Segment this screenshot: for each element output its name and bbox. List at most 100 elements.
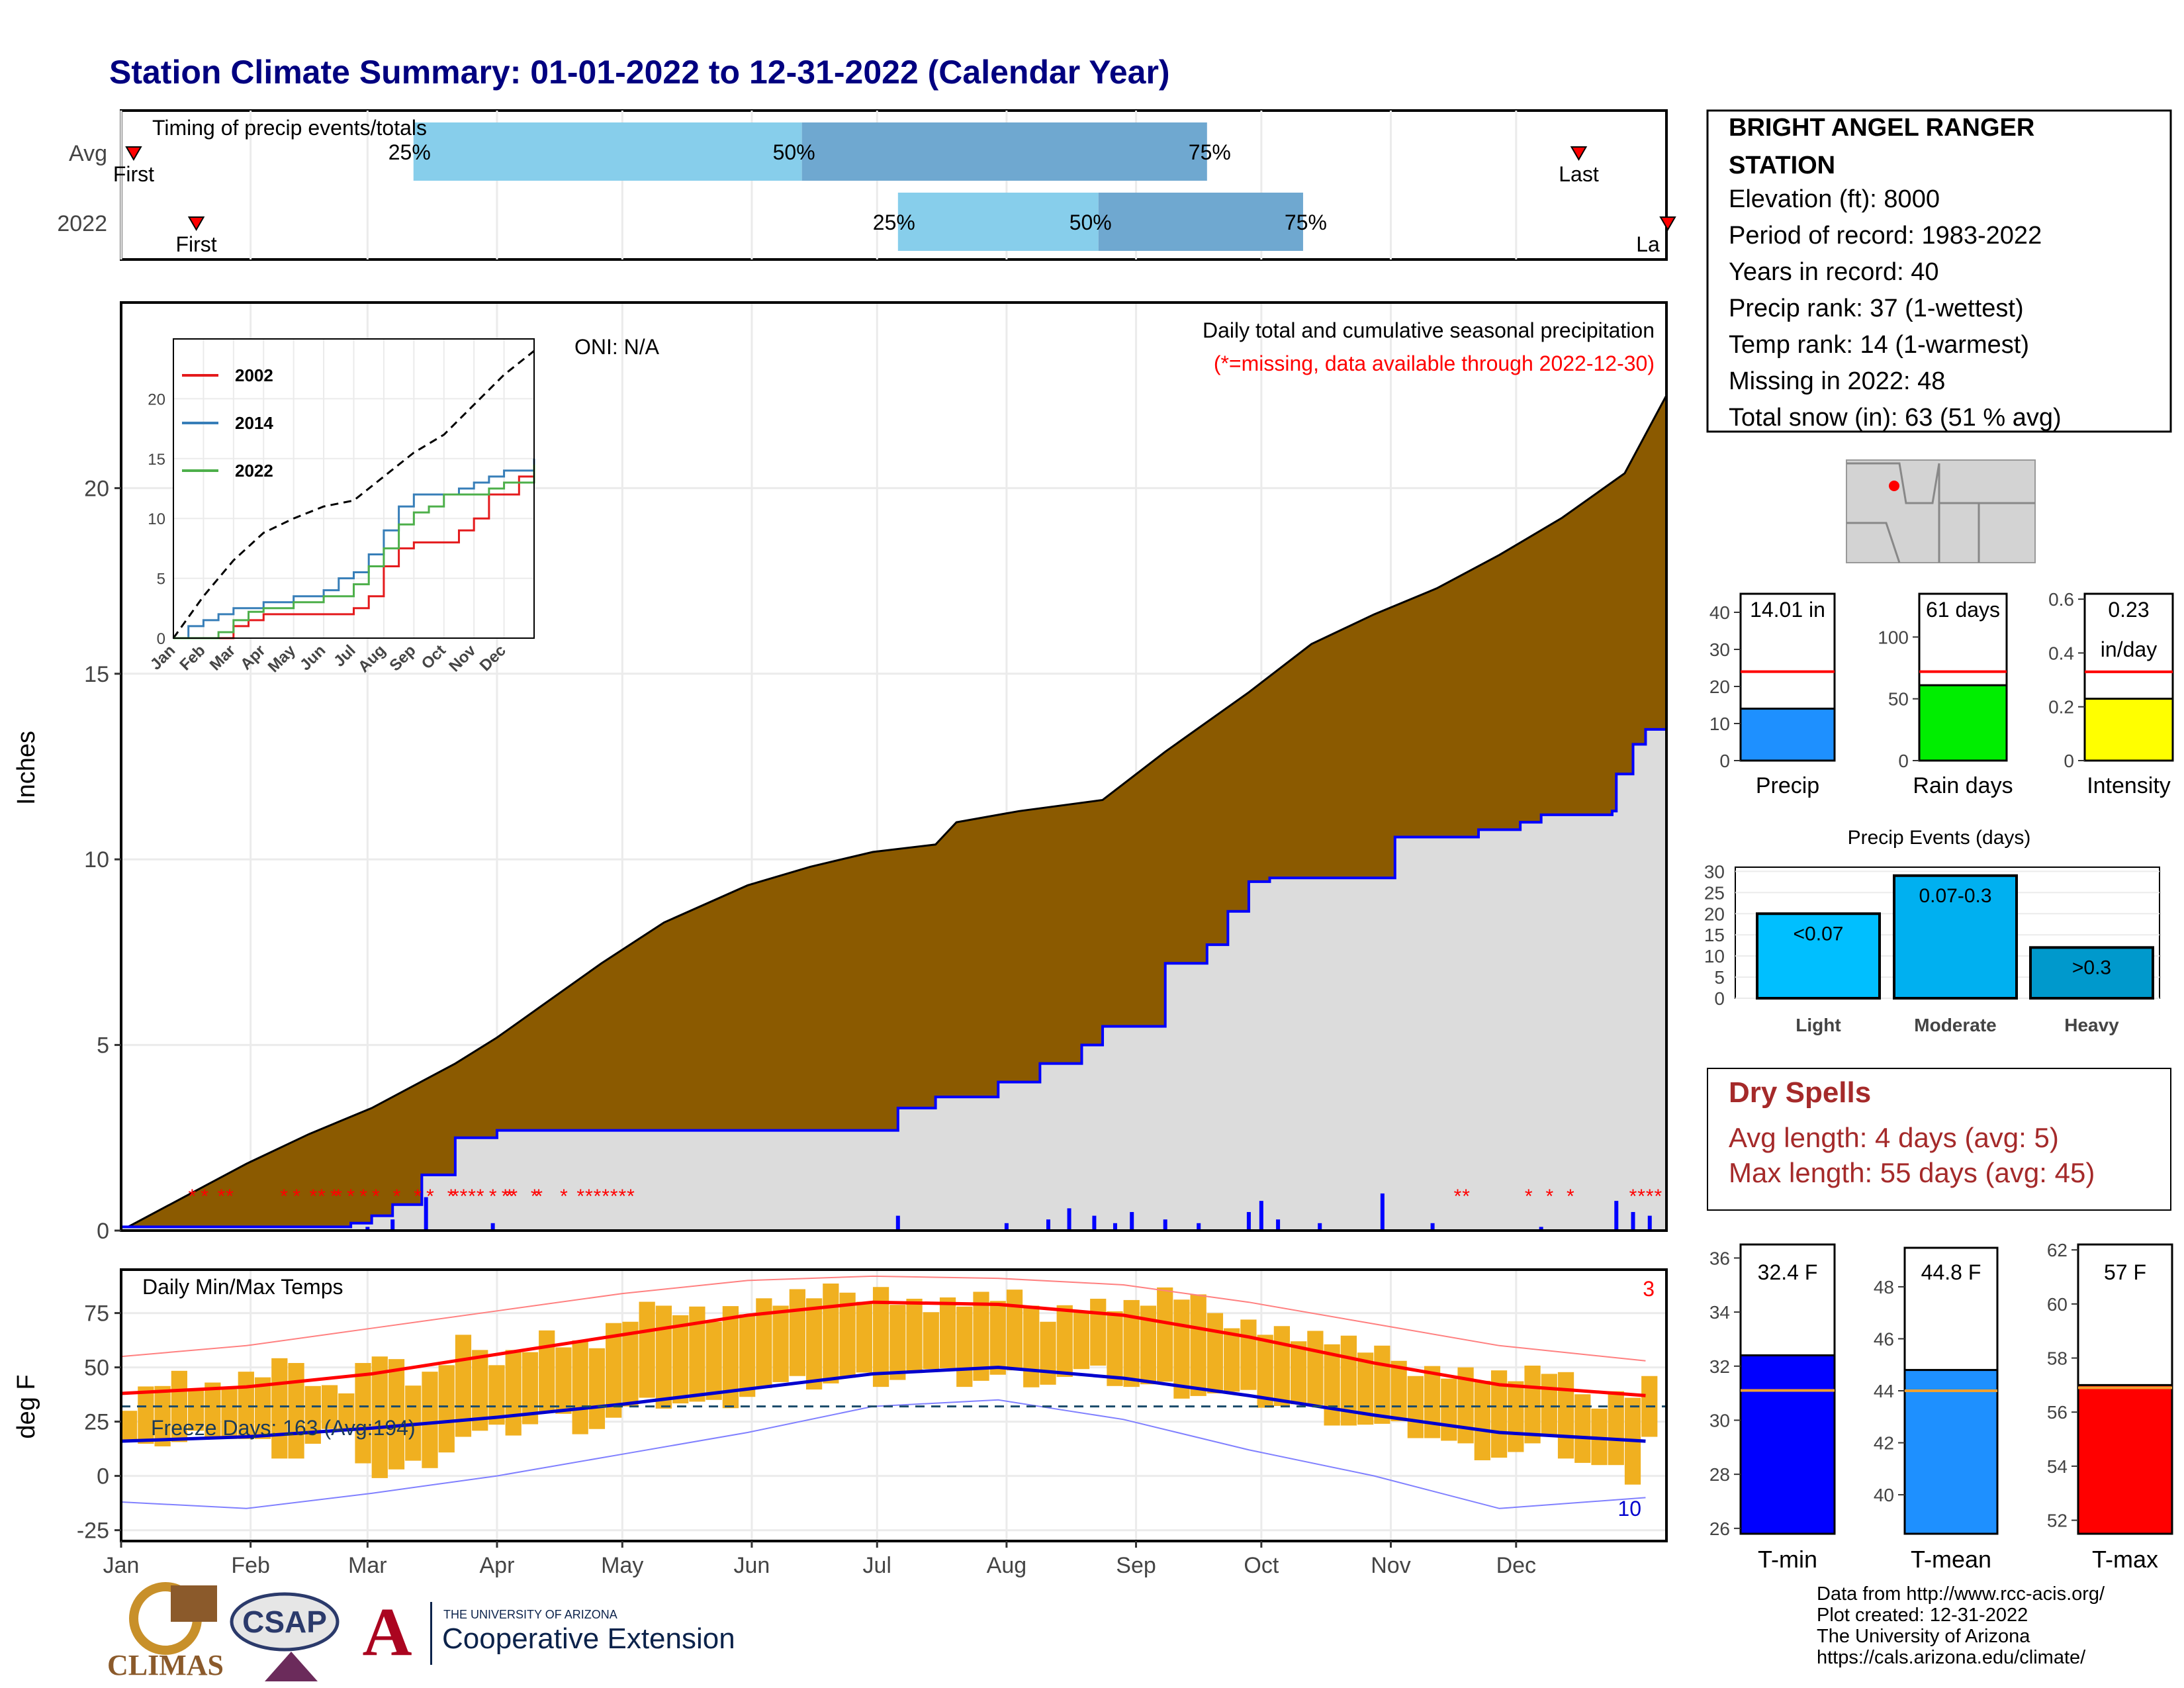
temp-summary-tick-label: 52 <box>2047 1511 2068 1531</box>
daily-temp-range-bar <box>1224 1328 1240 1392</box>
inset-average-line <box>172 350 535 639</box>
station-name-line2: STATION <box>1729 152 1835 179</box>
mini-bar-tick-label: 50 <box>1888 689 1909 710</box>
daily-temp-range-bar <box>1090 1298 1107 1366</box>
daily-temp-range-bar <box>606 1323 622 1418</box>
climas-text: CLIMAS <box>107 1649 224 1681</box>
daily-precip-bar <box>365 1227 370 1231</box>
mini-bar-tick-label: 30 <box>1709 639 1730 660</box>
daily-temp-range-bar <box>205 1382 221 1439</box>
month-label: Aug <box>987 1553 1027 1578</box>
events-bar-moderate <box>1893 874 2018 1000</box>
month-label: Jan <box>103 1553 140 1578</box>
missing-day-marker: * <box>1545 1186 1553 1207</box>
precip-subtitle: Daily total and cumulative seasonal prec… <box>1203 318 1655 342</box>
mini-bar-tick-label: 40 <box>1709 602 1730 623</box>
figure-title: Station Climate Summary: 01-01-2022 to 1… <box>109 54 1170 91</box>
events-tick-label: 30 <box>1704 861 1725 882</box>
credit-line: https://cals.arizona.edu/climate/ <box>1817 1647 2086 1668</box>
daily-precip-bar <box>490 1223 495 1231</box>
daily-temp-range-bar <box>672 1315 689 1404</box>
temp-summary-value <box>1739 1354 1836 1535</box>
missing-day-marker: * <box>347 1186 355 1207</box>
record-low-count: 10 <box>1617 1497 1641 1521</box>
daily-precip-bar <box>1539 1227 1543 1231</box>
missing-day-marker: * <box>460 1186 468 1207</box>
daily-temp-range-bar <box>1157 1287 1173 1382</box>
timing-label: Timing of precip events/totals <box>152 116 427 140</box>
daily-temp-range-bar <box>505 1350 522 1436</box>
missing-day-marker: * <box>602 1186 610 1207</box>
daily-temp-range-bar <box>1006 1289 1023 1371</box>
missing-day-marker: * <box>1637 1186 1645 1207</box>
timing-p25-label: 25% <box>388 140 431 164</box>
daily-temp-range-bar <box>956 1306 973 1387</box>
daily-temp-range-bar <box>856 1301 872 1373</box>
events-bar-label: >0.3 <box>2072 957 2111 978</box>
credits: Data from http://www.rcc-acis.org/Plot c… <box>1817 1583 2105 1668</box>
temp-summary-tick-label: 28 <box>1709 1464 1730 1485</box>
precip-frame <box>120 301 1668 1232</box>
missing-day-marker: * <box>359 1186 367 1207</box>
daily-temp-range-bar <box>789 1289 805 1376</box>
daily-temp-range-bar <box>138 1386 154 1444</box>
daily-precip-bar <box>1259 1201 1263 1231</box>
daily-precip-bar <box>1092 1215 1097 1231</box>
temp-summary-tick-label: 56 <box>2047 1402 2068 1423</box>
mini-bar-label: Rain days <box>1913 773 2013 798</box>
timing-bar-25-50 <box>413 122 802 181</box>
missing-day-marker: * <box>218 1186 226 1207</box>
events-category-label: Moderate <box>1914 1015 1996 1035</box>
ua-a-mark: A <box>362 1594 412 1670</box>
timing-panel: 25% 50% 75% First Last 25% 50% 75% First La Timin… <box>57 109 1676 261</box>
daily-temp-range-bar <box>973 1291 989 1381</box>
mini-bar-value-unit: in/day <box>2101 637 2157 661</box>
daily-precip-bar <box>1614 1201 1619 1231</box>
csap-logo: CSAP <box>230 1592 340 1681</box>
average-min-line <box>120 1366 1646 1443</box>
missing-day-marker: * <box>477 1186 484 1207</box>
month-label: Sep <box>1116 1553 1156 1578</box>
timing-bar-25-50 <box>897 193 1099 251</box>
daily-temp-range-bar <box>1374 1345 1390 1424</box>
station-info-line: Total snow (in): 63 (51 % avg) <box>1729 404 2062 432</box>
daily-temp-range-bar <box>254 1377 271 1439</box>
daily-temp-range-bar <box>555 1347 572 1414</box>
mini-bar-tick-label: 0 <box>1719 751 1730 771</box>
daily-temp-range-bar <box>488 1365 505 1425</box>
daily-precip-bar <box>1276 1219 1281 1231</box>
mini-bar-intensity: 0.23 in/day Intensity 0 0.2 0.4 0.6 <box>2048 589 2174 798</box>
daily-temp-range-bar <box>572 1340 588 1434</box>
mini-bar-tick-label: 0.2 <box>2048 697 2074 718</box>
mini-bar-value-label: 0.23 <box>2108 598 2149 622</box>
precip-ytick-label: 15 <box>84 662 109 687</box>
daily-temp-range-bar <box>1424 1366 1441 1438</box>
precip-ytick-label: 20 <box>84 476 109 501</box>
daily-precip-bar <box>424 1197 428 1231</box>
cumulative-2022-area <box>121 710 1666 1231</box>
daily-precip-bar <box>1113 1223 1117 1231</box>
missing-day-marker: * <box>585 1186 593 1207</box>
timing-bar-50-75 <box>1098 193 1303 251</box>
ua-divider <box>430 1602 432 1665</box>
daily-temp-range-bar <box>1206 1313 1224 1393</box>
station-info-line: Missing in 2022: 48 <box>1729 367 1945 395</box>
daily-temp-range-bar <box>906 1298 923 1374</box>
missing-day-marker: * <box>535 1186 543 1207</box>
inset-ytick-label: 20 <box>148 391 165 408</box>
events-tick-label: 15 <box>1704 925 1725 945</box>
month-label: Jun <box>734 1553 770 1578</box>
daily-precip-bar <box>1631 1211 1635 1231</box>
daily-precip-bar <box>1046 1219 1050 1231</box>
daily-temp-range-bar <box>238 1372 254 1439</box>
missing-day-marker: * <box>201 1186 208 1207</box>
temp-summary-label: T-min <box>1758 1546 1817 1573</box>
temp-summary-tick-label: 60 <box>2047 1294 2068 1315</box>
events-category-label: Heavy <box>2064 1015 2119 1035</box>
daily-temp-range-bar <box>588 1348 606 1429</box>
daily-temp-range-bar <box>1291 1341 1307 1405</box>
daily-temp-range-bar <box>121 1411 138 1442</box>
missing-day-marker: * <box>188 1186 196 1207</box>
